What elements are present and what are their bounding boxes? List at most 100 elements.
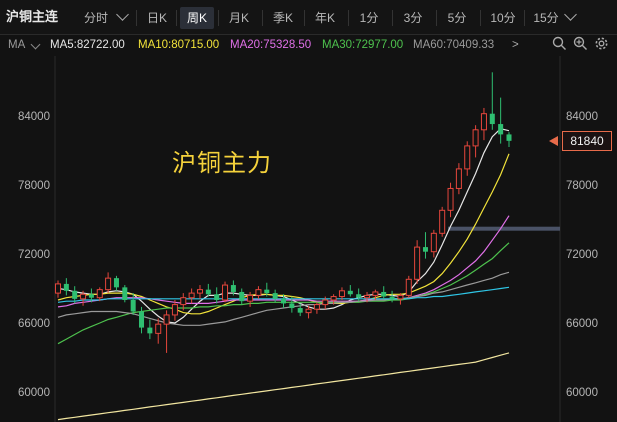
- tab-周K[interactable]: 周K: [180, 7, 214, 29]
- zoom-in-icon[interactable]: [573, 36, 588, 51]
- candle-body: [405, 278, 412, 296]
- candle-body: [155, 323, 162, 334]
- chevron-down-icon[interactable]: [116, 8, 129, 21]
- tab-分时[interactable]: 分时: [83, 11, 108, 25]
- tab-10分[interactable]: 10分: [490, 11, 516, 25]
- ma-dropdown-icon[interactable]: [30, 39, 41, 50]
- tab-1分[interactable]: 1分: [359, 11, 379, 25]
- ma-prefix[interactable]: MA: [8, 39, 26, 51]
- candle-body: [397, 294, 404, 300]
- y-tick-left: 78000: [18, 180, 50, 192]
- candle: [264, 282, 270, 297]
- candle-body: [356, 294, 362, 298]
- candle-body: [122, 287, 128, 300]
- candle-body: [389, 296, 395, 299]
- candle: [439, 206, 446, 237]
- candle-body: [480, 113, 487, 131]
- candle: [122, 285, 128, 303]
- candle-body: [338, 290, 345, 298]
- tab-15分[interactable]: 15分: [533, 11, 559, 25]
- candle: [498, 97, 504, 144]
- candle-body: [447, 187, 454, 211]
- ma20-label: MA20:75328.50: [230, 39, 312, 51]
- tab-separator: [262, 10, 263, 26]
- candle-body: [430, 232, 437, 253]
- candle: [405, 275, 412, 298]
- candle: [430, 229, 437, 258]
- candle-body: [255, 289, 262, 296]
- candle: [188, 288, 195, 304]
- reference-line: [448, 226, 560, 231]
- candle-body: [272, 293, 278, 299]
- candle: [163, 310, 170, 353]
- symbol-title[interactable]: 沪铜主连: [6, 9, 59, 24]
- candle: [356, 288, 362, 302]
- candle-body: [289, 303, 295, 309]
- candle-body: [381, 291, 387, 297]
- candle-body: [364, 294, 371, 299]
- candle-body: [464, 145, 471, 170]
- candle: [105, 272, 112, 294]
- chevron-down-icon[interactable]: [564, 8, 577, 21]
- candle: [147, 319, 153, 340]
- ma5-label: MA5:82722.00: [50, 39, 125, 51]
- tab-季K[interactable]: 季K: [272, 11, 293, 25]
- tab-separator: [480, 10, 481, 26]
- ma-line-ma250: [57, 352, 510, 421]
- tab-年K[interactable]: 年K: [314, 11, 335, 25]
- candle-body: [297, 308, 303, 313]
- candle: [389, 290, 395, 303]
- tab-separator: [218, 10, 219, 26]
- tab-日K[interactable]: 日K: [146, 11, 167, 25]
- tab-separator: [304, 10, 305, 26]
- tab-separator: [524, 10, 525, 26]
- candle-body: [498, 124, 504, 135]
- candle-body: [196, 289, 203, 294]
- candle-body: [54, 283, 62, 294]
- candle-body: [472, 129, 479, 147]
- candle: [272, 289, 278, 303]
- y-tick-left: 66000: [18, 318, 50, 330]
- candle: [330, 294, 337, 305]
- candle: [239, 288, 245, 305]
- tab-月K[interactable]: 月K: [228, 11, 249, 25]
- candle: [372, 289, 379, 300]
- candle-body: [139, 311, 145, 328]
- candle: [381, 286, 387, 299]
- candle: [222, 281, 229, 303]
- ma30-label: MA30:72977.00: [322, 39, 404, 51]
- candle: [63, 278, 69, 296]
- candle: [472, 125, 479, 158]
- tab-separator: [436, 10, 437, 26]
- search-icon[interactable]: [552, 36, 567, 51]
- candle: [347, 285, 353, 297]
- candle: [155, 318, 162, 344]
- tab-separator: [348, 10, 349, 26]
- ma10-label: MA10:80715.00: [138, 39, 220, 51]
- candle: [88, 288, 94, 303]
- ma-more-icon[interactable]: >: [512, 39, 519, 51]
- candle-body: [422, 247, 428, 252]
- kline-chart[interactable]: 84000 84000 78000 78000 72000 72000 66000 66000…: [0, 56, 617, 422]
- candle: [130, 293, 136, 315]
- candle-body: [222, 284, 229, 301]
- tab-3分[interactable]: 3分: [403, 11, 423, 25]
- candle: [205, 283, 211, 297]
- tab-5分[interactable]: 5分: [447, 11, 467, 25]
- candle-body: [80, 293, 87, 300]
- y-tick-right: 78000: [566, 180, 598, 192]
- candle-body: [72, 290, 78, 299]
- candle: [455, 163, 462, 195]
- candle: [171, 300, 178, 321]
- candle-body: [147, 327, 153, 334]
- candle-body: [280, 298, 287, 304]
- candle-body: [113, 278, 119, 288]
- candle: [313, 302, 320, 314]
- candle-body: [247, 294, 254, 302]
- candle: [255, 286, 262, 299]
- candle: [364, 291, 371, 303]
- last-price-marker: [549, 136, 558, 146]
- tab-separator: [136, 10, 137, 26]
- settings-icon[interactable]: [594, 36, 609, 51]
- candle: [506, 132, 512, 148]
